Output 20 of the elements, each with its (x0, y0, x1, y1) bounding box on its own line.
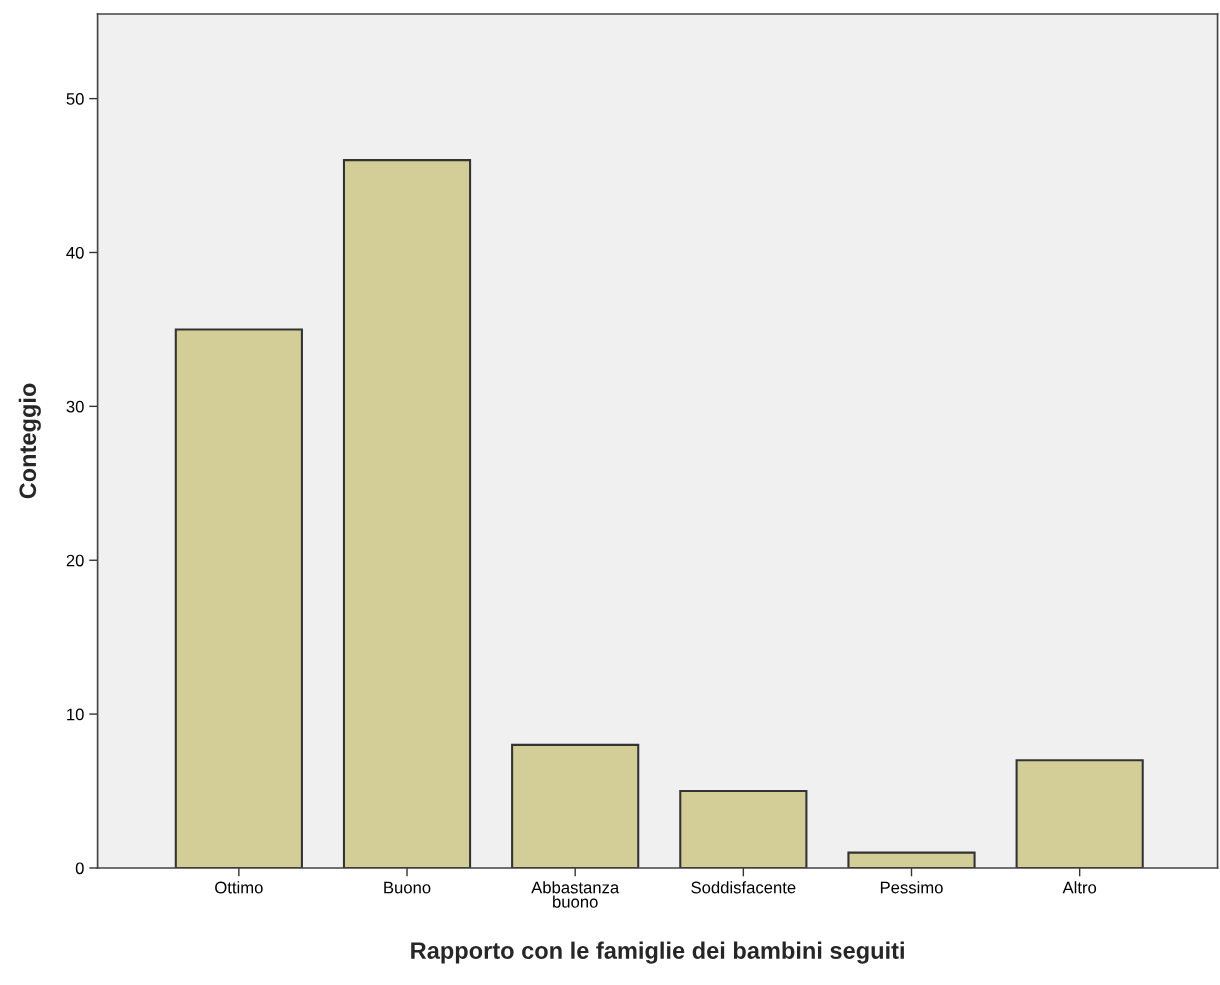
bar (847, 851, 976, 868)
x-tick-label: Soddisfacente (691, 881, 796, 894)
bar (679, 790, 808, 868)
x-tick-label: Pessimo (880, 881, 943, 894)
x-tick-label: Buono (384, 881, 431, 894)
x-tick-label: Abbastanza buono (531, 881, 620, 908)
bar (1015, 759, 1144, 868)
y-tick-label: 30 (66, 400, 84, 413)
x-tick-label: Ottimo (215, 881, 263, 894)
y-tick-label: 50 (66, 93, 84, 105)
y-tick-label: 0 (75, 862, 84, 875)
y-tick-label: 20 (66, 554, 84, 567)
x-axis-title: Rapporto con le famiglie dei bambini seguiti (411, 941, 904, 964)
bar (174, 328, 303, 868)
x-tick-label: Altro (1062, 881, 1097, 894)
y-axis-title: Conteggio (18, 383, 41, 499)
bar (342, 159, 472, 868)
y-tick-label: 40 (66, 246, 84, 259)
y-tick-label: 10 (67, 708, 84, 721)
bar (511, 743, 640, 868)
